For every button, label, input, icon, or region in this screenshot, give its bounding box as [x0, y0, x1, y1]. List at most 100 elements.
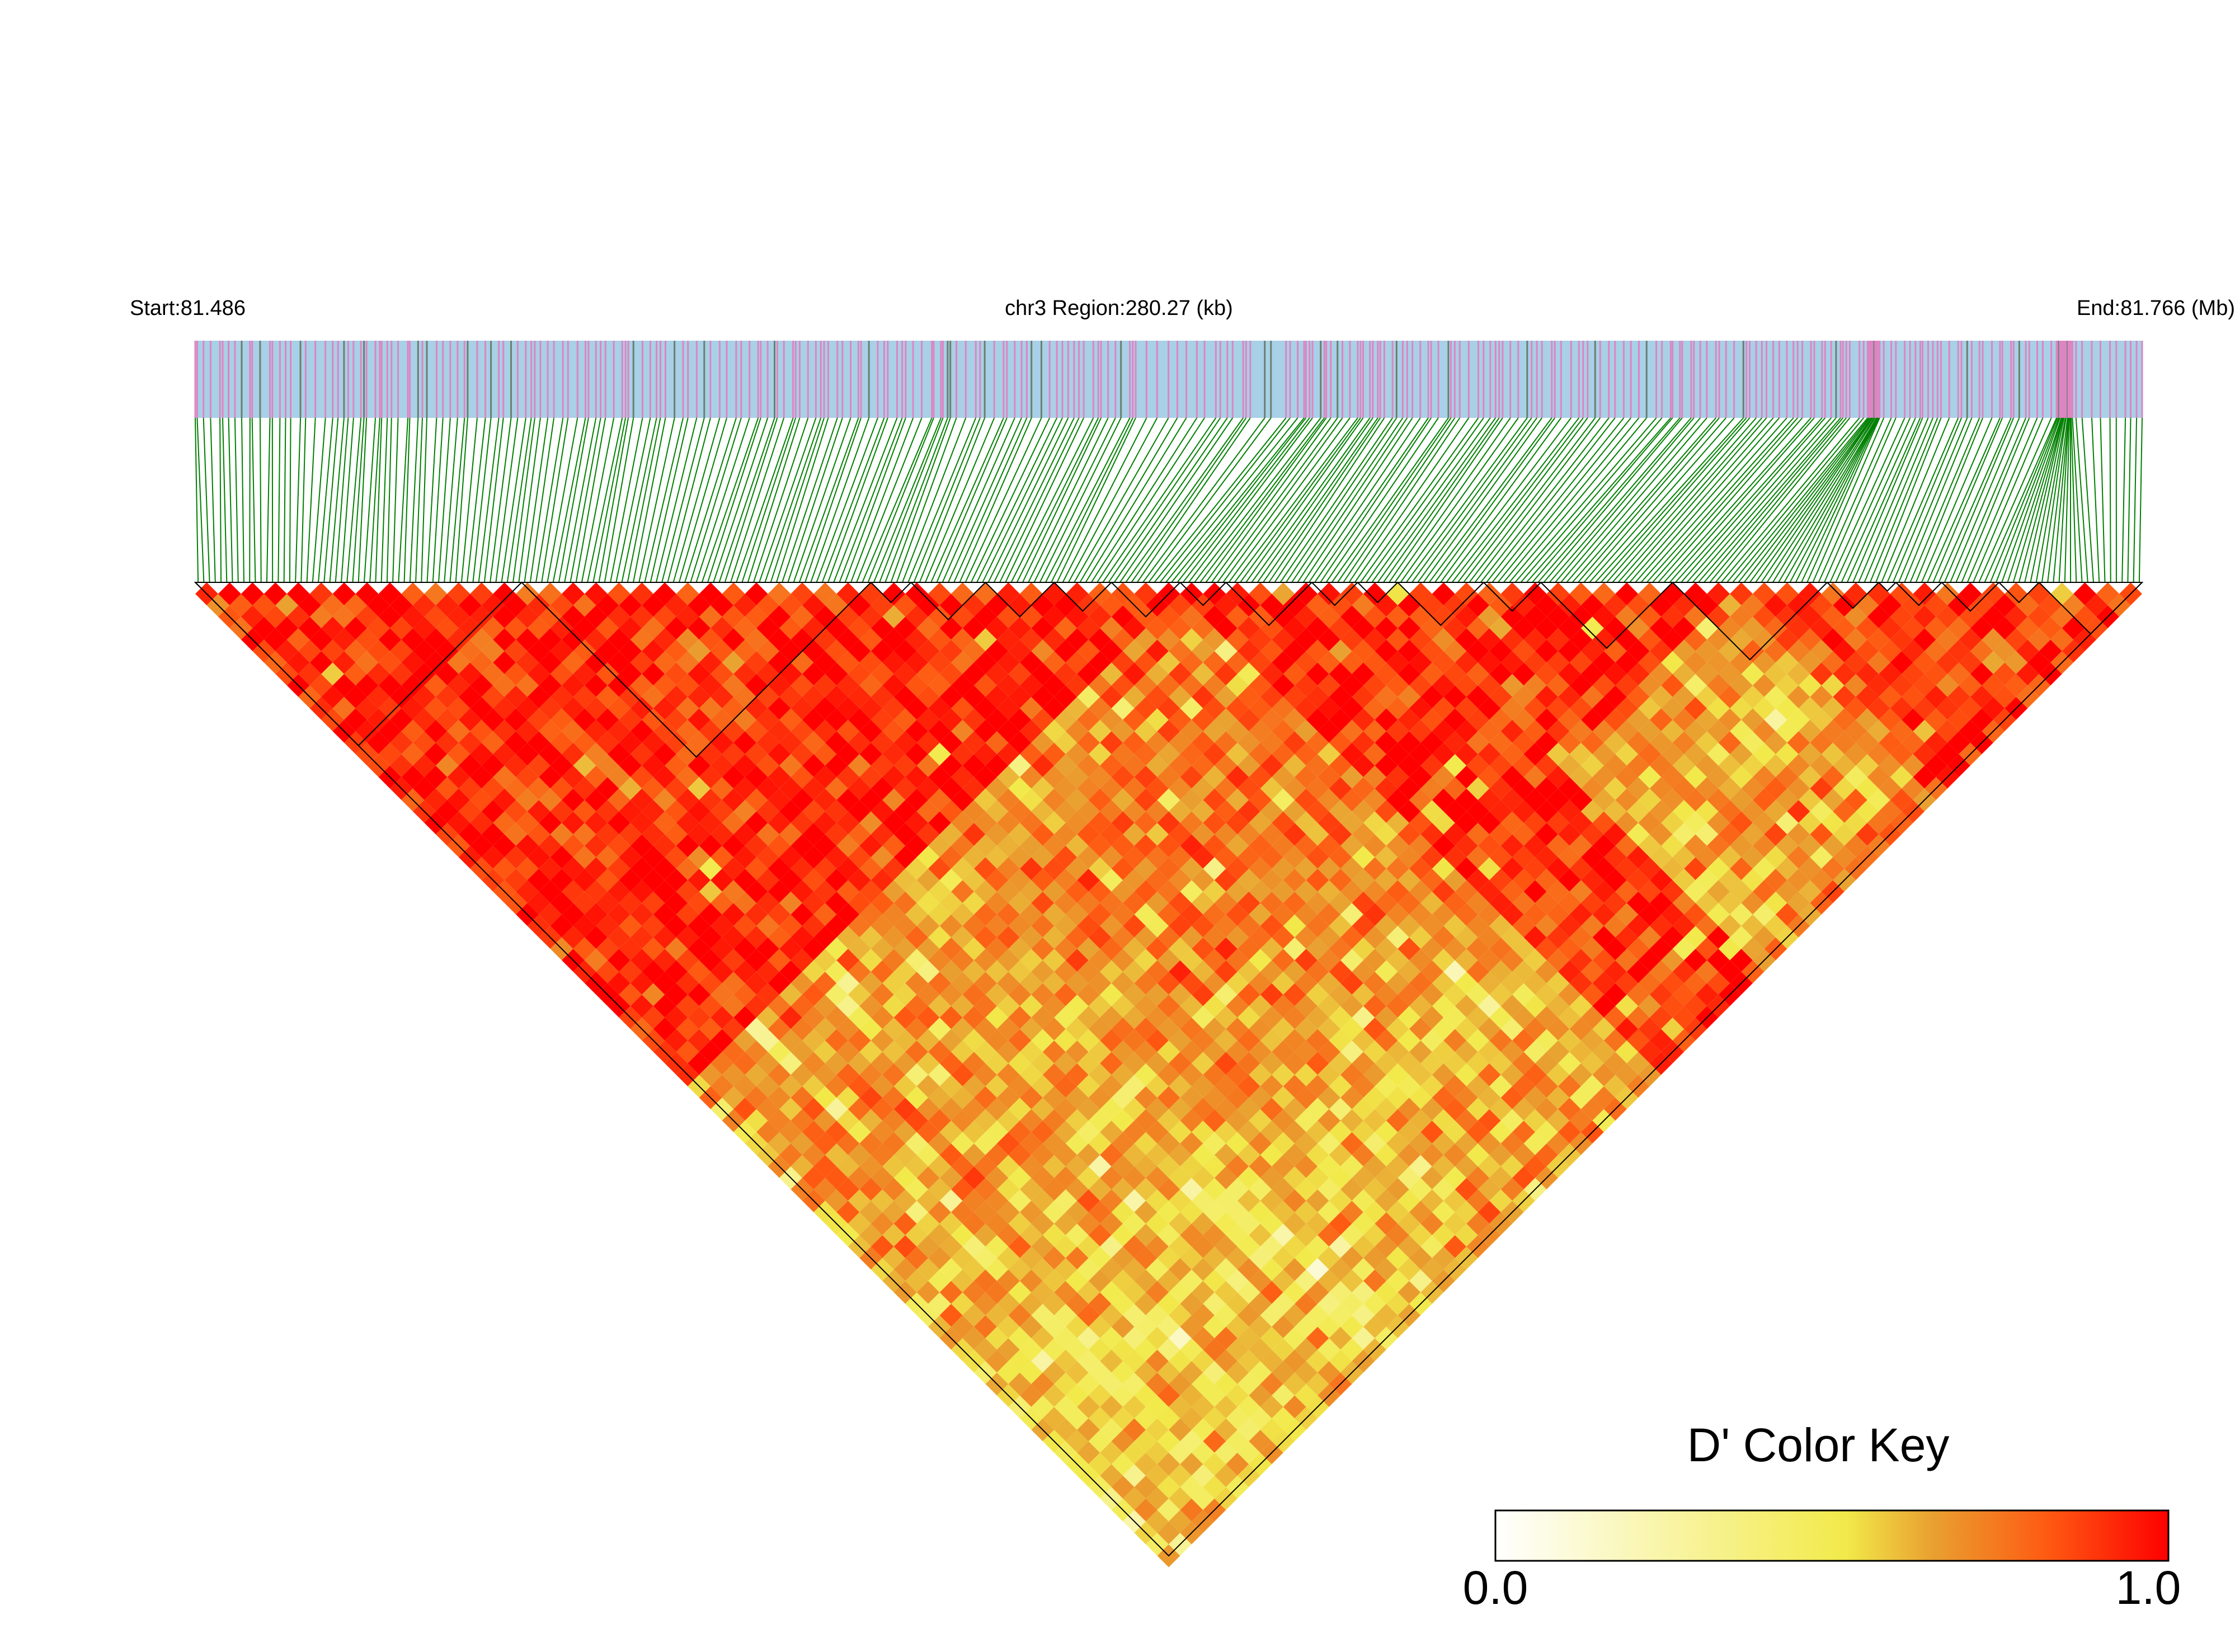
snp-connector-line [1761, 417, 1874, 583]
ld-cell [1375, 662, 1398, 686]
ld-cell [1340, 1063, 1363, 1086]
ld-cell [1295, 903, 1318, 926]
ld-cell [974, 1132, 997, 1155]
ld-cell [1707, 903, 1730, 926]
ld-cell [1707, 742, 1730, 766]
ld-cell [1902, 754, 1925, 777]
ld-cell [1695, 983, 1719, 1006]
ld-cell [1180, 628, 1203, 651]
ld-cell [779, 845, 802, 869]
ld-cell [1856, 777, 1879, 800]
ld-cell [470, 582, 493, 605]
ld-cell [1203, 765, 1226, 789]
ld-cell [1420, 1121, 1444, 1144]
ld-cell [1272, 788, 1295, 812]
ld-cell [871, 616, 894, 640]
ld-cell [1283, 1029, 1306, 1052]
ld-cell [791, 765, 814, 789]
ld-cell [1603, 594, 1627, 617]
ld-cell [550, 845, 573, 869]
ld-cell [1707, 972, 1730, 995]
ld-cell [1856, 822, 1879, 846]
ld-cell [1489, 1098, 1513, 1121]
ld-cell [516, 765, 539, 789]
ld-cell [1512, 594, 1536, 617]
snp-connector-line [1068, 417, 1158, 583]
ld-cell [642, 662, 665, 686]
ld-cell [928, 1017, 952, 1041]
ld-cell [1902, 731, 1925, 755]
ld-cell [1065, 765, 1089, 789]
ld-cell [1775, 765, 1799, 789]
snp-connector-line [1646, 417, 1794, 583]
ld-cell [962, 960, 986, 983]
snp-connector-line [970, 417, 1051, 583]
ld-cell [378, 582, 402, 605]
ld-cell [1500, 834, 1524, 858]
ld-cell [1054, 1029, 1077, 1052]
ld-cell [882, 1132, 906, 1155]
ld-cell [1443, 616, 1467, 640]
snp-connector-line [318, 417, 333, 583]
ld-cell [1157, 1063, 1180, 1086]
ld-cell [412, 685, 436, 709]
ld-cell [1111, 742, 1135, 766]
ld-cell [1329, 662, 1352, 686]
ld-cell [905, 994, 929, 1018]
ld-cell [1638, 994, 1662, 1018]
ld-cell [1157, 903, 1180, 926]
ld-cell [813, 742, 837, 766]
ld-cell [1432, 834, 1455, 858]
snp-connector-line [415, 417, 423, 583]
ld-cell [1775, 834, 1799, 858]
ld-cell [699, 834, 722, 858]
ld-cell [745, 788, 768, 812]
ld-cell [1283, 891, 1306, 915]
ld-cell [1077, 777, 1100, 800]
ld-cell [1249, 1109, 1272, 1132]
ld-cell [1638, 857, 1662, 881]
ld-cell [1375, 1098, 1398, 1121]
snp-connector-line [251, 417, 256, 583]
ld-cell [1936, 719, 1959, 743]
ld-cell [653, 1017, 676, 1041]
ld-cell [1684, 742, 1707, 766]
ld-cell [298, 662, 322, 686]
ld-cell [1535, 914, 1558, 938]
ld-cell [1065, 719, 1089, 743]
ld-cell [1398, 1052, 1421, 1075]
ld-cell [1443, 799, 1467, 823]
ld-cell [1226, 1086, 1249, 1109]
ld-cell [1146, 1006, 1169, 1029]
ld-cell [1432, 811, 1455, 835]
snp-connector-line [752, 417, 809, 583]
ld-cell [711, 777, 734, 800]
ld-cell [619, 891, 642, 915]
ld-cell [1306, 1052, 1329, 1075]
ld-cell [1684, 857, 1707, 881]
ld-cell [1523, 1109, 1547, 1132]
ld-cell [893, 1143, 917, 1167]
ld-cell [893, 1006, 917, 1029]
ld-cell [974, 1040, 997, 1063]
ld-cell [2039, 616, 2062, 640]
ld-cell [1409, 811, 1432, 835]
ld-cell [321, 662, 345, 686]
ld-cell [493, 628, 516, 651]
ld-cell [733, 731, 757, 755]
ld-cell [882, 903, 906, 926]
ld-cell [435, 685, 459, 709]
snp-connector-line [890, 417, 951, 583]
ld-cell [619, 594, 642, 617]
ld-cell [1329, 983, 1352, 1006]
ld-cell [1214, 960, 1238, 983]
ld-cell [1432, 742, 1455, 766]
snp-connector-line [2091, 417, 2100, 583]
ld-cell [1512, 777, 1536, 800]
ld-cell [275, 594, 299, 617]
ld-cell [1466, 616, 1490, 640]
ld-cell [825, 845, 848, 869]
ld-cell [1191, 960, 1215, 983]
snp-connector-line [1051, 417, 1133, 583]
ld-cell [1111, 1292, 1135, 1316]
